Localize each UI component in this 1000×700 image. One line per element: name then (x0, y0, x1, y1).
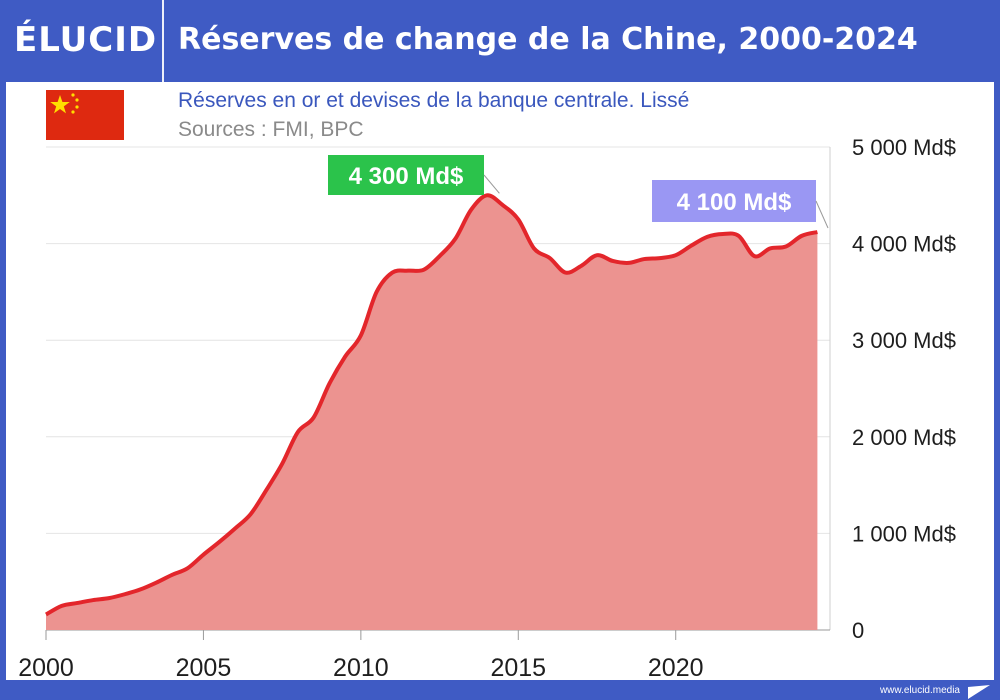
x-tick-label: 2020 (648, 654, 704, 682)
y-tick-label: 3 000 Md$ (852, 328, 956, 353)
y-tick-label: 1 000 Md$ (852, 521, 956, 546)
y-tick-label: 4 000 Md$ (852, 232, 956, 257)
y-tick-label: 0 (852, 618, 864, 643)
x-tick-labels: 2000 2005 2010 2015 2020 (18, 654, 703, 682)
reserves-area (46, 195, 818, 631)
header-divider (162, 0, 164, 82)
chart-sources: Sources : FMI, BPC (178, 118, 364, 141)
y-tick-label: 5 000 Md$ (852, 135, 956, 160)
y-tick-label: 2 000 Md$ (852, 425, 956, 450)
x-tick-label: 2015 (490, 654, 546, 682)
page-title: Réserves de change de la Chine, 2000-202… (178, 22, 918, 57)
peak-label-box (328, 155, 484, 195)
x-tick-label: 2005 (176, 654, 232, 682)
last-value-label-box (652, 180, 816, 222)
header: ÉLUCID Réserves de change de la Chine, 2… (0, 0, 1000, 82)
last-value-label: 4 100 Md$ (677, 189, 792, 216)
y-tick-labels: 0 1 000 Md$ 2 000 Md$ 3 000 Md$ 4 000 Md$ 5 0… (852, 135, 956, 643)
x-tick-label: 2010 (333, 654, 389, 682)
peak-label: 4 300 Md$ (349, 163, 464, 190)
china-flag-icon (46, 90, 124, 140)
annotations: 4 300 Md$ 4 100 Md$ (328, 155, 829, 229)
footer-url[interactable]: www.elucid.media (879, 685, 960, 696)
last-value-leader-line (815, 200, 829, 229)
peak-leader-line (483, 174, 500, 194)
x-tick-label: 2000 (18, 654, 74, 682)
reserves-line (44, 193, 818, 617)
chart-subtitle: Réserves en or et devises de la banque c… (178, 89, 690, 112)
elucid-logo[interactable]: ÉLUCID (14, 20, 158, 60)
